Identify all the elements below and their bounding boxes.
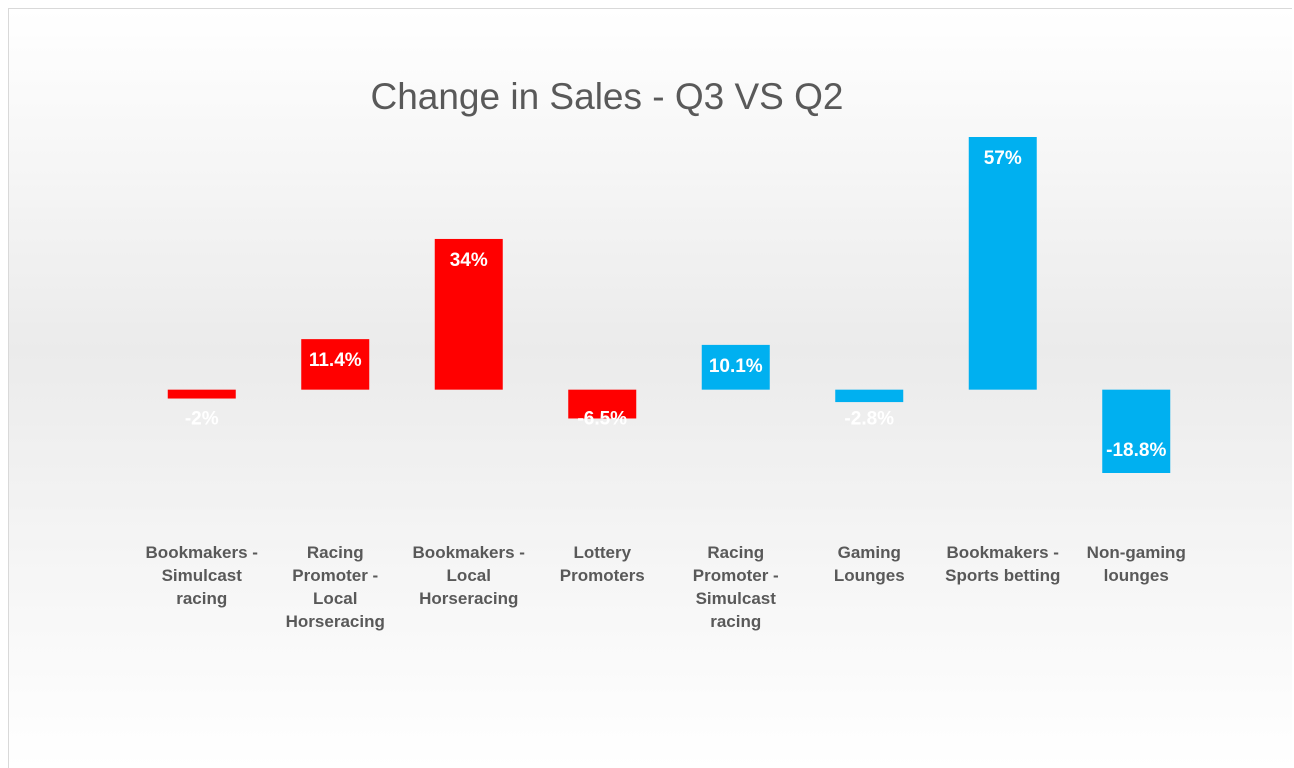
x-tick-label: Non-gaming lounges (1086, 543, 1186, 585)
bar (701, 344, 770, 390)
value-label: -6.5% (577, 409, 627, 430)
x-tick-label: Lottery Promoters (559, 543, 645, 585)
bar (1102, 389, 1171, 473)
x-tick-label: Racing Promoter - Simulcast racing (692, 543, 779, 631)
value-label: -2% (185, 409, 219, 430)
value-label: -2.8% (844, 409, 894, 430)
chart-title: Change in Sales - Q3 VS Q2 (370, 76, 844, 117)
value-label: 11.4% (309, 350, 362, 371)
x-tick-label: Bookmakers - Simulcast racing (145, 543, 258, 608)
x-tick-label: Gaming Lounges (833, 543, 905, 585)
bar (835, 389, 904, 403)
bar (167, 389, 236, 399)
x-tick-label: Bookmakers - Sports betting (945, 543, 1061, 585)
bar (434, 238, 503, 390)
bar (968, 137, 1037, 390)
value-label: -18.8% (1106, 440, 1166, 461)
value-label: 10.1% (709, 356, 763, 377)
chart-area (8, 8, 1292, 768)
value-label: 57% (984, 148, 1022, 169)
bar (301, 339, 370, 390)
bar (568, 389, 637, 419)
x-tick-label: Racing Promoter - Local Horseracing (285, 543, 385, 631)
x-tick-label: Bookmakers - Local Horseracing (412, 543, 525, 608)
value-label: 34% (450, 250, 488, 271)
